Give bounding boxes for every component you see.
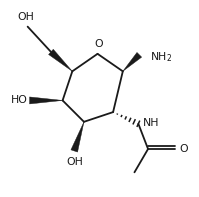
- Text: O: O: [94, 39, 103, 49]
- Text: HO: HO: [11, 95, 28, 105]
- Text: O: O: [179, 144, 188, 154]
- Polygon shape: [49, 49, 72, 71]
- Polygon shape: [71, 122, 84, 152]
- Polygon shape: [123, 52, 142, 71]
- Polygon shape: [30, 97, 63, 104]
- Text: NH: NH: [143, 118, 160, 128]
- Text: OH: OH: [17, 12, 34, 22]
- Text: OH: OH: [67, 157, 84, 167]
- Text: NH$_2$: NH$_2$: [150, 50, 172, 64]
